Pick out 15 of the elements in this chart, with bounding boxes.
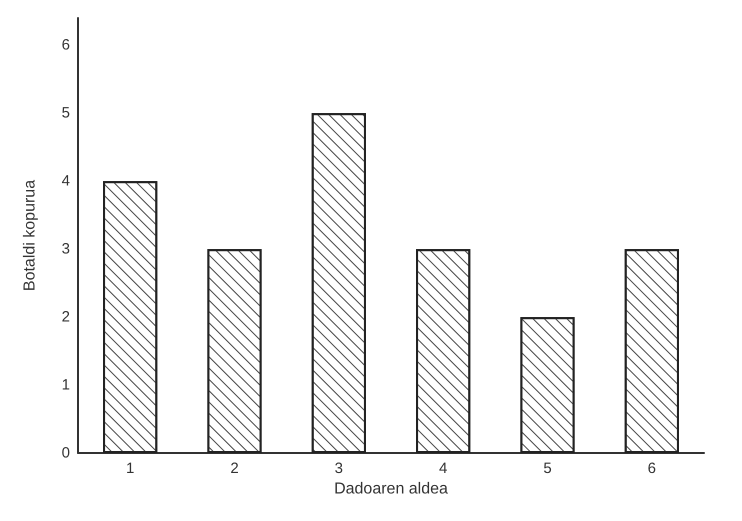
- y-tick-label: 0: [62, 444, 70, 462]
- y-tick-label: 5: [62, 104, 70, 122]
- x-tick-label: 2: [230, 460, 239, 477]
- x-tick-label: 4: [438, 460, 448, 477]
- x-tick-label: 1: [126, 460, 134, 477]
- y-tick-label: 6: [62, 36, 70, 54]
- x-tick-label: 5: [543, 460, 552, 477]
- x-axis-title: Dadoaren aldea: [334, 480, 448, 498]
- y-tick-label: 2: [62, 308, 70, 326]
- y-axis-title: Botaldi kopurua: [22, 180, 38, 292]
- y-tick-label: 1: [62, 376, 70, 394]
- x-tick-label: 6: [648, 460, 656, 477]
- x-tick-label: 3: [334, 460, 344, 477]
- y-tick-label: 4: [62, 172, 70, 190]
- y-tick-label: 3: [62, 240, 70, 258]
